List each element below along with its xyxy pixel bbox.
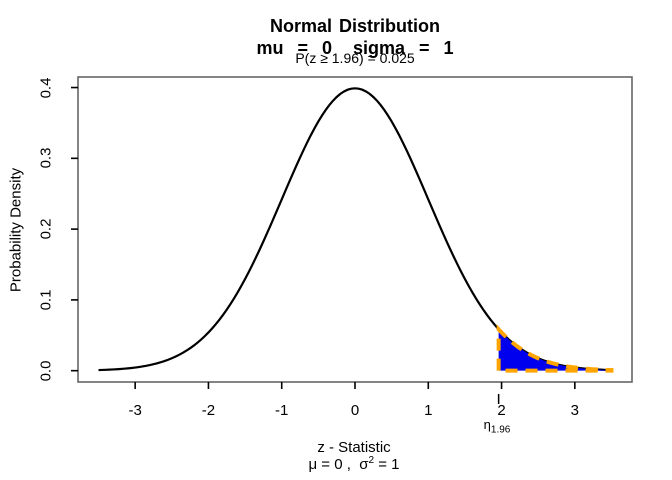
y-tick-label: 0.0	[37, 360, 55, 382]
x-tick-label: -1	[275, 402, 289, 419]
x-axis-tick-labels: -3 -2 -1 0 1 2 3	[0, 403, 672, 419]
x-tick-label: -2	[201, 402, 216, 419]
eta-symbol: η	[483, 417, 491, 432]
y-tick-label: 0.3	[37, 147, 55, 169]
x-tick-label: 1	[424, 402, 433, 419]
x-axis-label: z - Statistic	[317, 439, 391, 456]
x-axis-parameters-prefix: μ = 0 , σ	[308, 456, 369, 473]
x-tick-label: -3	[128, 402, 142, 419]
critical-value-annotation: η1.96	[484, 417, 511, 436]
chart-title: Normal Distribution	[269, 16, 441, 36]
sigma-exponent: 2	[368, 455, 375, 466]
shaded-tail-region	[496, 324, 614, 373]
density-curve	[98, 87, 612, 372]
x-tick-label: 3	[570, 402, 579, 419]
chart-subtitle: mu = 0 sigma = 1	[256, 38, 454, 58]
x-axis-parameters-label: μ = 0 , σ2 = 1	[308, 455, 399, 473]
x-tick-label: 2	[497, 402, 506, 419]
y-tick-label: 0.4	[37, 77, 55, 98]
x-tick-label: 0	[350, 402, 360, 419]
eta-subscript: 1.96	[490, 424, 511, 436]
x-axis-parameters-suffix: = 1	[374, 456, 400, 473]
y-tick-label: 0.2	[37, 218, 55, 240]
y-tick-label: 0.1	[37, 289, 55, 311]
probability-annotation: P(z ≥ 1.96) = 0.025	[295, 50, 415, 66]
y-axis-label: Probability Density	[7, 167, 25, 293]
plot-box	[77, 76, 633, 383]
